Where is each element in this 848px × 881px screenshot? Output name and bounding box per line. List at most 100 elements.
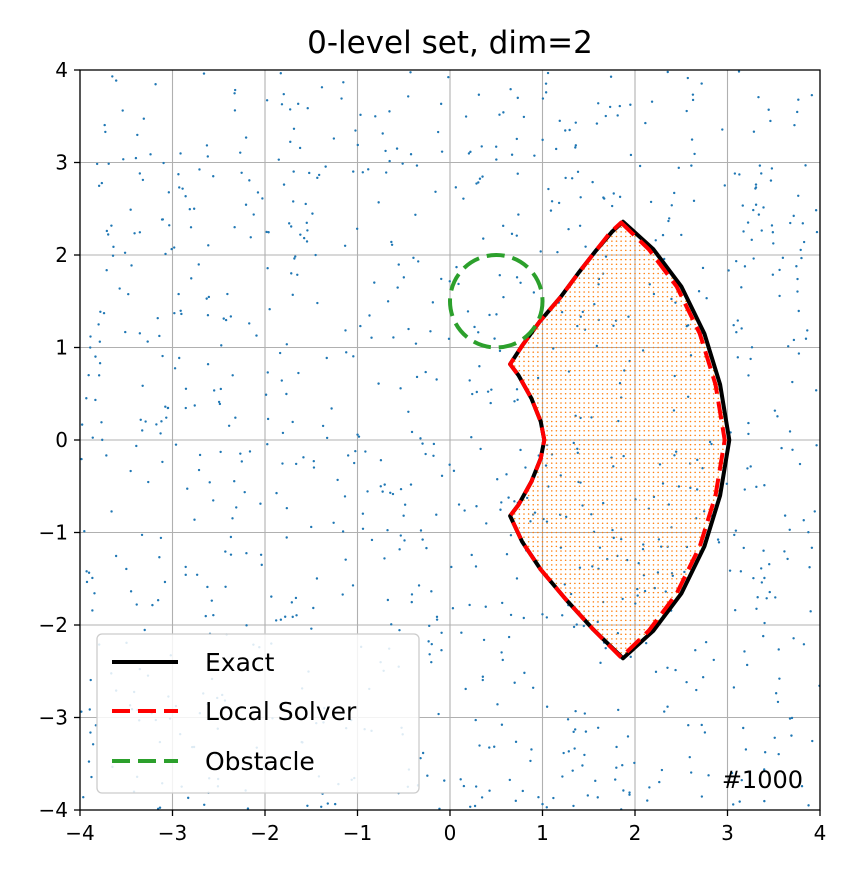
scatter-point [296, 273, 299, 276]
scatter-point [287, 222, 291, 225]
region-point [546, 355, 548, 358]
region-point [560, 476, 562, 478]
scatter-point [299, 233, 302, 236]
region-point [583, 305, 585, 307]
scatter-point [484, 605, 487, 608]
region-point [675, 582, 678, 585]
scatter-point [687, 724, 690, 727]
region-point [592, 263, 595, 266]
region-point [666, 420, 669, 423]
scatter-point [625, 558, 629, 562]
region-point [574, 295, 576, 298]
region-point [564, 448, 567, 451]
region-point [680, 457, 683, 460]
region-point [578, 564, 581, 566]
region-point [629, 272, 632, 275]
region-point [550, 416, 553, 418]
region-point [638, 568, 641, 571]
scatter-point [159, 432, 162, 435]
region-point [634, 309, 636, 312]
region-point [643, 281, 646, 284]
region-point [643, 268, 646, 270]
scatter-point [280, 379, 283, 382]
scatter-point [82, 795, 85, 799]
region-point [597, 434, 599, 437]
scatter-point [177, 292, 180, 296]
scatter-point [264, 393, 268, 396]
scatter-point [197, 263, 200, 266]
scatter-point [608, 105, 612, 109]
x-tick-label-7: 3 [721, 821, 734, 845]
region-point [587, 605, 590, 608]
region-point [574, 531, 576, 534]
region-point [592, 540, 595, 543]
region-point [634, 545, 636, 548]
region-point [689, 554, 692, 557]
scatter-point [471, 392, 474, 396]
region-point [583, 397, 585, 400]
region-point [680, 480, 683, 483]
scatter-point [306, 804, 309, 807]
scatter-point [245, 624, 248, 627]
region-point [569, 582, 572, 585]
scatter-point [198, 168, 201, 171]
scatter-point [161, 460, 164, 464]
region-point [615, 522, 618, 525]
region-point [634, 591, 636, 594]
region-point [574, 554, 576, 557]
region-point [537, 531, 539, 534]
scatter-point [415, 164, 419, 167]
region-point [661, 540, 664, 543]
region-point [624, 531, 627, 534]
region-point [592, 337, 595, 340]
scatter-point [464, 115, 468, 118]
region-point [652, 527, 655, 529]
region-point [712, 499, 715, 501]
scatter-point [89, 335, 92, 338]
region-point [675, 300, 678, 303]
region-point [523, 351, 525, 353]
scatter-point [106, 233, 110, 236]
region-point [601, 499, 604, 501]
scatter-point [386, 598, 390, 602]
scatter-point [283, 615, 287, 618]
region-point [643, 318, 646, 321]
region-point [574, 374, 576, 377]
scatter-point [159, 536, 163, 540]
region-point [703, 457, 706, 460]
region-point [620, 314, 622, 316]
region-point [634, 374, 636, 377]
region-point [652, 369, 655, 372]
region-point [569, 337, 572, 340]
region-point [574, 406, 576, 409]
region-point [671, 443, 673, 446]
region-point [638, 624, 641, 626]
region-point [550, 494, 553, 497]
region-point [550, 328, 553, 330]
region-point [629, 638, 632, 640]
region-point [569, 346, 572, 349]
region-point [671, 402, 673, 404]
region-point [629, 397, 632, 400]
region-point [541, 508, 544, 511]
region-point [708, 420, 710, 423]
region-point [578, 277, 581, 279]
region-point [550, 392, 553, 395]
region-point [601, 388, 604, 390]
region-point [620, 531, 622, 534]
region-point [712, 374, 715, 377]
region-point [685, 559, 687, 562]
region-point [620, 480, 622, 483]
region-point [597, 564, 599, 566]
region-point [698, 490, 701, 492]
region-point [661, 323, 664, 326]
region-point [537, 499, 539, 501]
region-point [643, 527, 646, 529]
scatter-point [359, 324, 362, 328]
region-point [680, 522, 683, 525]
region-point [671, 429, 673, 432]
region-point [685, 365, 687, 367]
region-point [569, 420, 572, 423]
region-point [555, 536, 558, 538]
region-point [661, 559, 664, 562]
